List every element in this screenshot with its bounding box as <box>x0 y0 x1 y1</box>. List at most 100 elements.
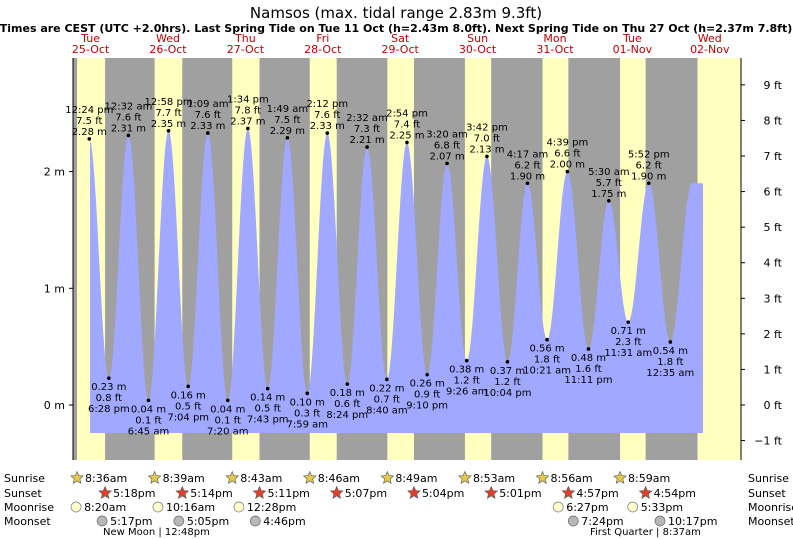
low-tide-point <box>146 398 151 403</box>
high-tide-point <box>126 133 131 138</box>
moonset-row-label: Moonset <box>4 515 51 528</box>
moonset-icon <box>249 515 261 527</box>
date-label: 29-Oct <box>382 43 420 56</box>
tide-time-label: 1:49 am <box>267 104 309 115</box>
sunset-time: 5:18pm <box>113 487 155 500</box>
daylight-band <box>697 58 741 460</box>
tide-metres-label: 0.54 m <box>653 346 688 357</box>
tide-feet-label: 2.3 ft <box>615 337 641 348</box>
high-tide-point <box>607 198 611 203</box>
tide-metres-label: 0.48 m <box>571 353 606 364</box>
day-of-week-label: Sat <box>391 32 410 45</box>
tide-feet-label: 6.6 ft <box>554 149 580 160</box>
tide-metres-label: 0.38 m <box>449 365 484 376</box>
low-tide-point <box>626 320 631 324</box>
sunset-row-label-right: Sunset <box>748 487 786 500</box>
high-tide-point <box>285 135 290 140</box>
moonrise-icon <box>627 501 639 513</box>
tide-time-label: 1:34 pm <box>227 94 269 105</box>
tide-metres-label: 1.75 m <box>591 189 626 200</box>
sunset-star-icon <box>98 485 113 499</box>
tide-time-label: 8:40 am <box>366 405 408 416</box>
high-tide-point <box>405 140 409 145</box>
tide-metres-label: 2.00 m <box>550 160 585 171</box>
day-of-week-label: Wed <box>156 32 180 45</box>
sunrise-time: 8:39am <box>163 472 205 485</box>
tide-time-label: 6:45 am <box>128 426 170 437</box>
y-axes: 0 m 1 m 2 m −1 ft 0 ft 1 ft 2 ft 3 ft 4 ft 5 ft 6 … <box>44 58 783 460</box>
tide-metres-label: 2.13 m <box>469 144 504 155</box>
sunset-time: 5:11pm <box>268 487 310 500</box>
low-tide-point <box>668 340 673 344</box>
tide-metres-label: 2.31 m <box>111 123 146 134</box>
tide-metres-label: 0.18 m <box>330 388 365 399</box>
sunrise-star-icon <box>380 470 395 484</box>
tide-time-label: 9:10 pm <box>406 401 448 412</box>
moonset-time: 4:46pm <box>263 515 305 528</box>
moonrise-icon <box>70 501 82 513</box>
tide-time-label: 5:52 pm <box>628 149 670 160</box>
left-tick-label: 2 m <box>44 166 65 179</box>
date-label: 27-Oct <box>227 43 265 56</box>
high-tide-point <box>565 169 570 174</box>
tide-metres-label: 0.71 m <box>611 326 646 337</box>
tide-metres-label: 2.07 m <box>429 151 464 162</box>
high-tide-point <box>87 137 92 141</box>
tide-feet-label: 7.0 ft <box>474 133 500 144</box>
right-tick-label: −1 ft <box>754 435 782 448</box>
sunrise-time: 8:53am <box>473 472 515 485</box>
low-tide-point <box>505 360 510 364</box>
tide-markers: 12:24 pm7.5 ft2.28 m0.23 m0.8 ft6:28 pm1… <box>65 94 694 437</box>
tide-feet-label: 0.5 ft <box>175 401 201 412</box>
sunrise-time: 8:46am <box>318 472 360 485</box>
low-tide-point <box>545 337 549 342</box>
tide-metres-label: 2.33 m <box>190 121 225 132</box>
sunrise-star-icon <box>613 470 627 484</box>
moonset-time: 10:17pm <box>668 515 717 528</box>
sunset-star-icon <box>175 485 190 499</box>
sunset-star-icon <box>638 485 653 499</box>
left-tick-label: 0 m <box>44 399 65 412</box>
tide-metres-label: 0.14 m <box>250 393 285 404</box>
day-labels: Tue25-OctWed26-OctThu27-OctFri28-OctSat2… <box>72 32 730 56</box>
day-of-week-label: Thu <box>234 32 256 45</box>
day-of-week-label: Tue <box>622 32 642 45</box>
tide-feet-label: 1.2 ft <box>494 377 520 388</box>
moonset-icon <box>173 515 185 527</box>
high-tide-point <box>166 128 171 133</box>
chart-title: Namsos (max. tidal range 2.83m 9.3ft) <box>250 4 542 22</box>
low-tide-point <box>225 398 230 403</box>
tide-time-label: 11:11 pm <box>564 375 612 386</box>
low-tide-point <box>305 391 310 396</box>
sunrise-time: 8:43am <box>240 472 282 485</box>
moon-phase-label: First Quarter | 8:37am <box>590 527 701 538</box>
tide-metres-label: 2.21 m <box>349 135 384 146</box>
moonrise-icon <box>152 501 164 513</box>
tide-metres-label: 0.23 m <box>91 382 126 393</box>
sunset-time: 4:54pm <box>654 487 696 500</box>
tide-time-label: 7:20 am <box>207 426 249 437</box>
tide-time-label: 6:28 pm <box>88 404 130 415</box>
sunset-star-icon <box>329 485 344 499</box>
high-tide-point <box>445 161 449 166</box>
tide-time-label: 4:39 pm <box>547 138 589 149</box>
tide-feet-label: 0.8 ft <box>96 393 122 404</box>
sunrise-star-icon <box>458 470 472 484</box>
moonset-icon <box>654 515 666 527</box>
tide-metres-label: 2.28 m <box>72 127 107 138</box>
sunset-star-icon <box>252 485 267 499</box>
tide-feet-label: 7.6 ft <box>314 110 340 121</box>
right-tick-label: 2 ft <box>764 328 783 341</box>
tide-feet-label: 7.8 ft <box>235 105 261 116</box>
tide-feet-label: 6.8 ft <box>434 140 460 151</box>
low-tide-point <box>464 358 469 363</box>
right-tick-label: 6 ft <box>764 186 783 199</box>
moonrise-time: 6:27pm <box>566 501 608 514</box>
tide-time-label: 7:04 pm <box>167 412 209 423</box>
date-label: 26-Oct <box>149 43 187 56</box>
moonset-time: 5:17pm <box>110 515 152 528</box>
moonset-time: 5:05pm <box>187 515 229 528</box>
day-of-week-label: Mon <box>543 32 566 45</box>
